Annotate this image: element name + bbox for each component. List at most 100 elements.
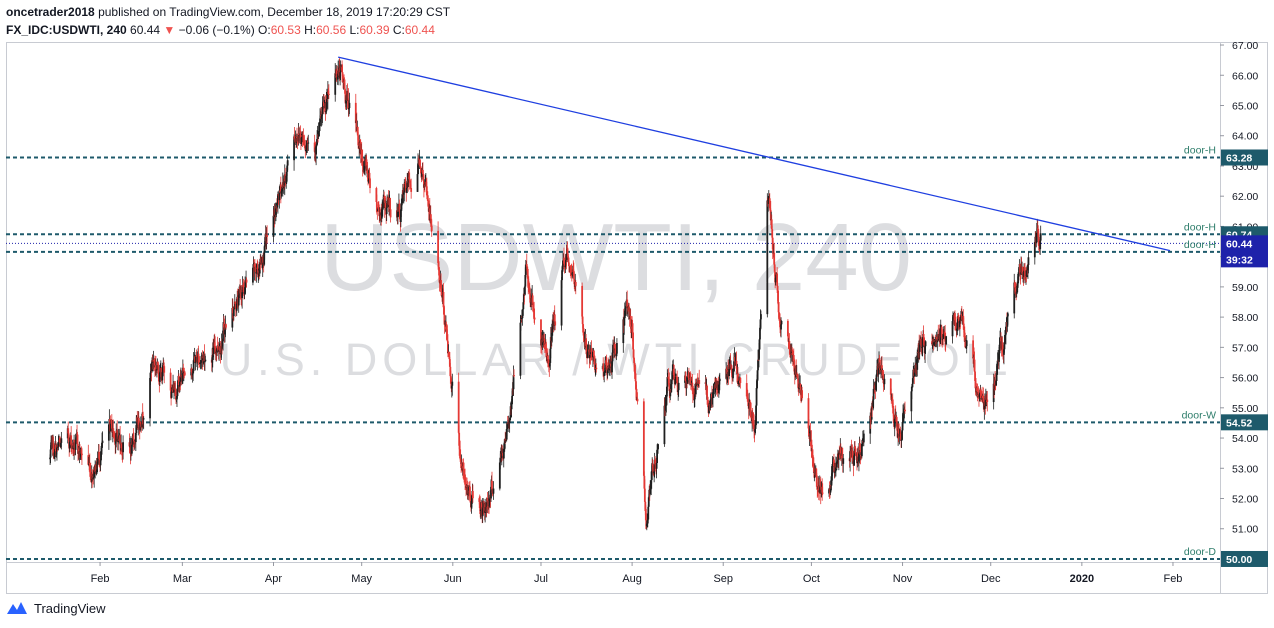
candle-body — [614, 343, 616, 349]
candle-body — [853, 446, 856, 456]
candle-body — [1005, 326, 1007, 335]
candle-body — [242, 286, 245, 290]
candle-body — [632, 332, 634, 350]
candle-body — [572, 272, 575, 279]
symbol-name[interactable]: FX_IDC:USDWTI, 240 — [6, 23, 127, 37]
candle-body — [963, 332, 966, 342]
candle-body — [920, 338, 923, 346]
candle-body — [1002, 350, 1004, 353]
candle-body — [751, 418, 754, 420]
candle-body — [737, 373, 739, 381]
candle-body — [996, 360, 999, 366]
trendline[interactable] — [338, 56, 1171, 252]
candle-body — [685, 381, 688, 389]
candle-body — [191, 373, 194, 376]
candle-body — [466, 486, 469, 495]
candle-body — [563, 257, 565, 264]
x-tick-label: Feb — [1163, 573, 1182, 585]
candle-body — [1003, 342, 1006, 350]
candle-body — [1037, 236, 1040, 245]
candle-body — [462, 466, 464, 469]
candle-body — [773, 252, 776, 265]
candle-body — [101, 440, 104, 444]
candle-body — [939, 334, 942, 337]
author-name[interactable]: oncetrader2018 — [6, 5, 95, 19]
candle-body — [321, 106, 324, 115]
candle-body — [218, 349, 221, 352]
candle-body — [916, 359, 919, 370]
candle-body — [654, 459, 657, 465]
candle-body — [834, 471, 836, 473]
candle-body — [612, 349, 614, 353]
candle-body — [652, 465, 655, 470]
candle-body — [754, 428, 756, 433]
candle-body — [298, 135, 301, 137]
candle-body — [118, 436, 121, 439]
candle-body — [527, 278, 530, 286]
level-price-badge — [1221, 414, 1268, 431]
candle-body — [50, 445, 52, 450]
candle-body — [593, 356, 596, 365]
candle-body — [916, 351, 919, 360]
candle-body — [896, 421, 899, 431]
candle-body — [1019, 263, 1022, 274]
candle-body — [1021, 266, 1024, 275]
candle-body — [589, 354, 591, 359]
candle-body — [335, 70, 338, 74]
candle-body — [200, 360, 202, 363]
candle-body — [606, 367, 609, 374]
candle-body — [448, 356, 451, 360]
candle-body — [254, 266, 257, 272]
x-tick-label: 2020 — [1070, 573, 1094, 585]
candle-body — [933, 341, 936, 343]
candle-body — [438, 267, 440, 276]
y-tick-label: 51.00 — [1232, 524, 1258, 536]
candle-body — [141, 413, 144, 428]
candle-body — [115, 433, 118, 442]
candle-body — [213, 342, 216, 347]
candle-body — [139, 422, 142, 431]
candle-body — [263, 251, 266, 265]
candle-body — [293, 136, 295, 161]
candle-body — [706, 396, 709, 401]
candle-body — [336, 77, 339, 80]
candle-body — [176, 396, 178, 398]
candle-body — [689, 373, 692, 380]
candle-body — [457, 381, 460, 433]
candle-body — [255, 267, 258, 273]
candle-body — [485, 504, 488, 511]
candle-body — [451, 381, 454, 386]
candle-body — [984, 395, 987, 406]
chart-frame[interactable]: USDWTI, 240 U.S. DOLLAR / WTI CRUDE OIL … — [6, 40, 1268, 594]
candle-body — [814, 467, 817, 476]
candle-body — [779, 319, 781, 324]
candle-body — [1006, 316, 1009, 327]
candle-body — [755, 388, 758, 406]
candle-body — [918, 344, 921, 352]
candle-body — [921, 338, 924, 348]
candle-body — [503, 439, 506, 449]
candle-body — [283, 185, 286, 187]
candle-body — [315, 146, 318, 155]
candle-body — [757, 359, 759, 371]
candle-body — [222, 330, 224, 342]
candle-body — [59, 442, 62, 448]
candle-body — [257, 272, 260, 274]
candle-body — [367, 180, 370, 182]
footer-branding[interactable]: TradingView — [6, 599, 106, 617]
level-name-label: door-H — [1184, 144, 1216, 156]
change-down-arrow-icon: ▼ — [163, 23, 176, 37]
candle-body — [899, 433, 902, 438]
low-label: L: — [349, 23, 360, 37]
candle-body — [739, 377, 742, 384]
candle-body — [691, 390, 694, 395]
y-tick-label: 55.00 — [1232, 403, 1258, 415]
candle-body — [854, 446, 856, 449]
candle-body — [153, 361, 156, 364]
price-chart[interactable]: USDWTI, 240 U.S. DOLLAR / WTI CRUDE OIL … — [6, 40, 1268, 594]
candle-body — [859, 443, 861, 450]
candle-body — [68, 442, 71, 449]
candle-body — [924, 341, 927, 347]
candle-body — [758, 339, 761, 350]
candle-body — [882, 370, 884, 376]
